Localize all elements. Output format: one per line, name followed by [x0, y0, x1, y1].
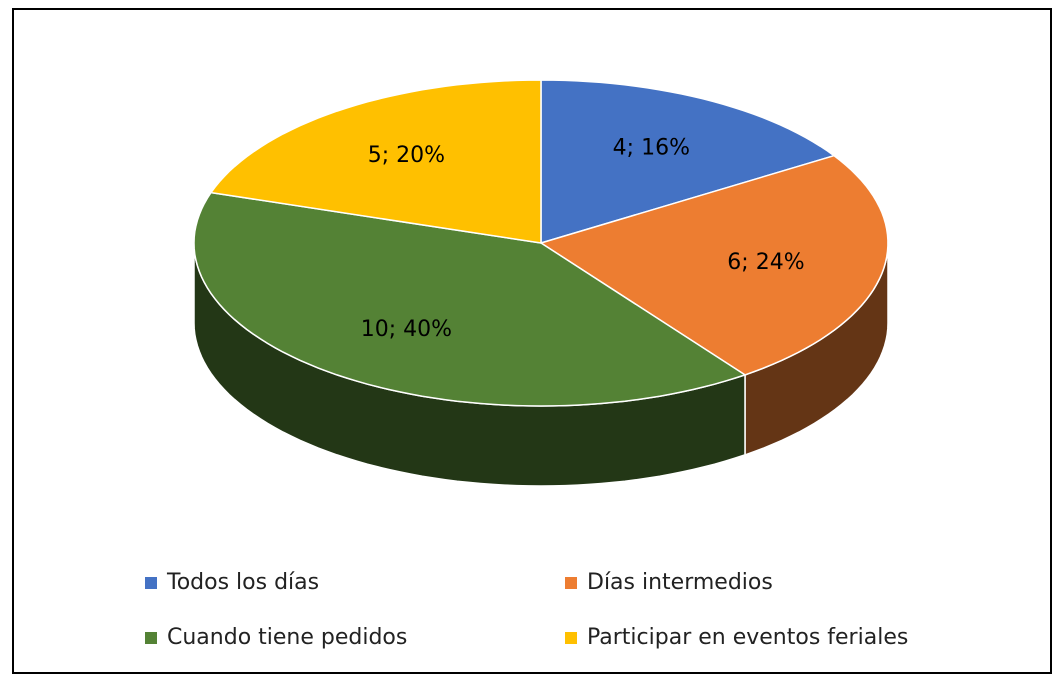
legend-swatch: [565, 577, 577, 589]
legend-swatch: [145, 632, 157, 644]
data-label: 10; 40%: [361, 317, 452, 342]
legend-swatch: [145, 577, 157, 589]
slice-top: [209, 79, 542, 244]
data-label: 5; 20%: [368, 143, 445, 168]
legend-label: Participar en eventos feriales: [587, 625, 908, 650]
legend-label: Todos los días: [166, 570, 319, 595]
legend-label: Días intermedios: [587, 570, 773, 595]
slice-top: [539, 154, 889, 376]
slice: [540, 79, 836, 245]
data-label: 6; 24%: [727, 250, 804, 275]
slice-top: [193, 191, 747, 407]
legend-swatch: [565, 632, 577, 644]
slice: [209, 79, 542, 244]
legend-label: Cuando tiene pedidos: [167, 625, 407, 650]
data-label: 4; 16%: [613, 136, 690, 161]
slice-top: [540, 79, 836, 245]
slice: [193, 191, 747, 487]
